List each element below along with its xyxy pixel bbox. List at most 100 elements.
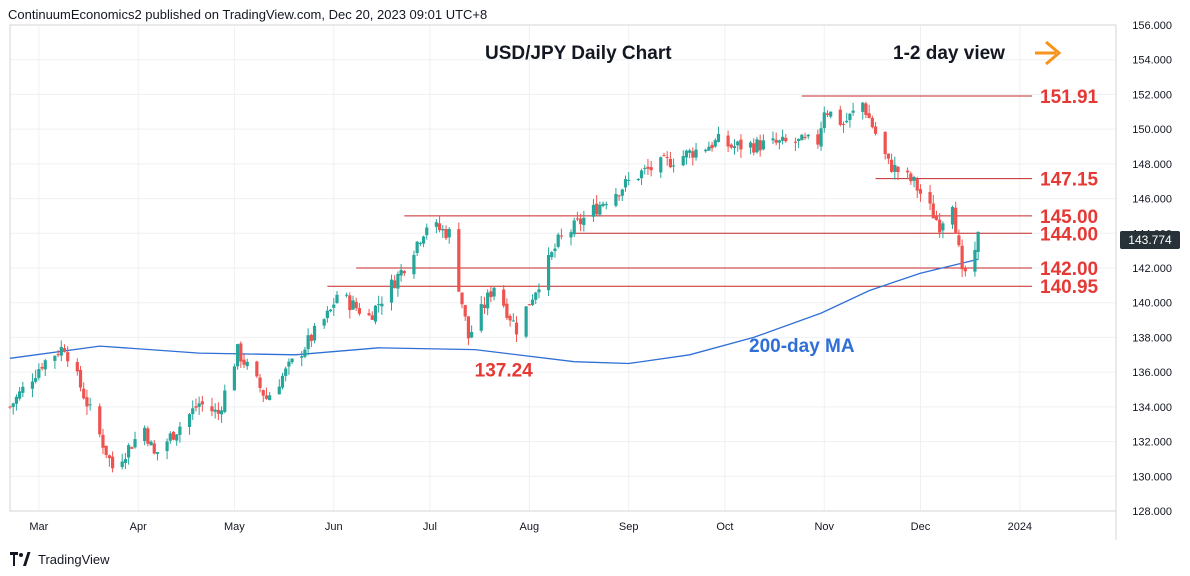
y-tick-label: 134.000 bbox=[1132, 402, 1172, 414]
candle-body bbox=[643, 167, 647, 169]
candle-body bbox=[322, 319, 326, 326]
candle-body bbox=[78, 369, 83, 388]
candle-body bbox=[268, 395, 272, 401]
candle-body bbox=[165, 441, 169, 452]
x-tick-label: Jul bbox=[423, 521, 437, 533]
candle-body bbox=[120, 461, 124, 468]
candle-body bbox=[312, 325, 317, 341]
candle-body bbox=[620, 189, 624, 196]
candle-body bbox=[300, 356, 304, 358]
candle-body bbox=[127, 445, 131, 458]
candle-body bbox=[40, 366, 44, 369]
candle-body bbox=[261, 390, 265, 396]
candle-body bbox=[806, 134, 810, 137]
candle-body bbox=[873, 126, 878, 134]
candle-body bbox=[11, 403, 15, 407]
candle-body bbox=[559, 235, 563, 237]
candle-body bbox=[457, 229, 461, 292]
ma-200-line bbox=[9, 258, 979, 365]
low-annotation: 137.24 bbox=[475, 360, 534, 381]
candle-body bbox=[960, 245, 964, 270]
candle-body bbox=[758, 140, 762, 151]
candle-body bbox=[75, 362, 79, 372]
candle-body bbox=[726, 135, 730, 147]
candle-body bbox=[819, 128, 823, 147]
levels bbox=[327, 95, 1032, 287]
candle-body bbox=[928, 192, 932, 204]
candle-body bbox=[463, 305, 467, 317]
candle-body bbox=[62, 348, 67, 352]
candle-body bbox=[21, 386, 25, 393]
candle-body bbox=[194, 406, 198, 408]
candle-body bbox=[636, 178, 640, 181]
candle-body bbox=[242, 359, 246, 365]
candle-body bbox=[867, 113, 871, 119]
candle-body bbox=[210, 406, 214, 412]
candle-body bbox=[627, 179, 631, 181]
candle-body bbox=[534, 292, 538, 300]
candle-body bbox=[681, 156, 685, 166]
candle-body bbox=[550, 252, 554, 258]
candle-body bbox=[460, 292, 464, 305]
candle-body bbox=[780, 136, 785, 141]
x-tick-label: Aug bbox=[520, 521, 540, 533]
candle-body bbox=[30, 381, 35, 389]
grid bbox=[10, 24, 1116, 512]
candle-body bbox=[325, 310, 329, 319]
candle-body bbox=[479, 304, 483, 331]
current-price-tag: 143.774 bbox=[1120, 231, 1180, 249]
level-label: 140.95 bbox=[1040, 277, 1099, 298]
candle-body bbox=[37, 369, 41, 378]
candle-body bbox=[665, 156, 669, 158]
candle-body bbox=[187, 414, 192, 427]
y-tick-label: 154.000 bbox=[1132, 55, 1172, 67]
candle-body bbox=[707, 146, 711, 151]
y-tick-label: 136.000 bbox=[1132, 367, 1172, 379]
candle-body bbox=[152, 443, 156, 454]
y-tick-label: 146.000 bbox=[1132, 194, 1172, 206]
candle-body bbox=[14, 396, 19, 404]
candle-body bbox=[59, 346, 63, 356]
candle-body bbox=[370, 315, 374, 320]
arrow-right-icon bbox=[1035, 40, 1062, 66]
candle-body bbox=[85, 397, 89, 407]
candle-body bbox=[537, 289, 541, 293]
candle-body bbox=[851, 110, 855, 113]
candle-body bbox=[572, 220, 576, 235]
candle-body bbox=[864, 103, 868, 116]
candle-body bbox=[530, 299, 535, 305]
candle-body bbox=[822, 112, 826, 129]
y-tick-label: 128.000 bbox=[1132, 506, 1172, 518]
candle-body bbox=[373, 305, 378, 322]
candle-body bbox=[402, 271, 406, 274]
candle-body bbox=[883, 131, 887, 155]
candle-body bbox=[8, 406, 12, 408]
candle-body bbox=[957, 235, 961, 246]
candle-body bbox=[870, 117, 874, 128]
candle-body bbox=[175, 434, 179, 441]
candle-body bbox=[793, 141, 798, 143]
candle-body bbox=[280, 375, 285, 388]
candle-body bbox=[351, 300, 355, 310]
candle-body bbox=[239, 343, 243, 362]
candle-body bbox=[354, 301, 358, 309]
candle-body bbox=[197, 403, 201, 407]
chart-title: USD/JPY Daily Chart bbox=[485, 43, 672, 64]
level-label: 145.00 bbox=[1040, 207, 1098, 228]
candle-body bbox=[800, 134, 804, 141]
y-tick-label: 150.000 bbox=[1132, 124, 1172, 136]
candle-body bbox=[639, 170, 644, 179]
x-tick-label: May bbox=[224, 521, 245, 533]
candle-body bbox=[345, 294, 349, 296]
candle-body bbox=[514, 322, 519, 335]
x-axis-ticks: Mar Apr May Jun Jul Aug Sep Oct Nov Dec 2024 bbox=[29, 521, 1032, 533]
candle-body bbox=[389, 279, 394, 303]
level-label: 147.15 bbox=[1040, 170, 1099, 191]
candle-body bbox=[505, 303, 509, 318]
candle-body bbox=[524, 306, 528, 337]
candle-body bbox=[34, 378, 38, 382]
candle-body bbox=[739, 139, 743, 150]
candle-body bbox=[838, 109, 842, 125]
